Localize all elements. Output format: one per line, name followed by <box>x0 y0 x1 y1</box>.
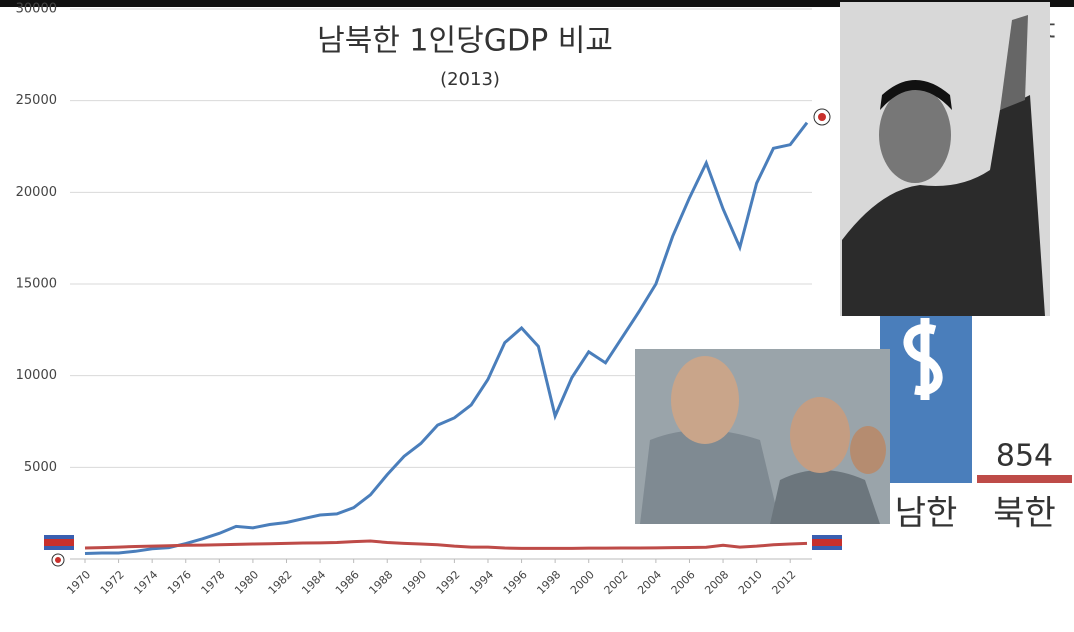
category-label: 남한 <box>895 494 958 534</box>
x-tick-label: 1984 <box>299 568 328 597</box>
x-tick-label: 1978 <box>199 568 228 597</box>
x-tick-label: 1992 <box>434 568 463 597</box>
y-tick-label: 20000 <box>16 185 57 200</box>
x-tick-label: 1996 <box>501 568 530 597</box>
x-tick-label: 1974 <box>131 568 160 597</box>
photo-face <box>671 356 739 444</box>
x-tick-label: 2000 <box>568 568 597 597</box>
y-tick-label: 15000 <box>16 277 57 292</box>
x-tick-label: 1994 <box>467 568 496 597</box>
x-tick-label: 1982 <box>266 568 295 597</box>
x-tick-label: 1986 <box>333 568 362 597</box>
series-line <box>84 539 808 550</box>
bar-chart: 23838남한854북한 <box>878 223 1072 534</box>
x-tick-label: 2012 <box>769 568 798 597</box>
chart-title: 남북한 1인당GDP 비교 <box>317 24 613 59</box>
photo-hair <box>880 80 952 110</box>
x-tick-label: 1980 <box>232 568 261 597</box>
x-tick-label: 1988 <box>366 568 395 597</box>
photo-kim <box>635 349 890 524</box>
photo-figure <box>640 430 780 524</box>
x-tick-label: 1990 <box>400 568 429 597</box>
flag-sk-center <box>55 557 61 563</box>
bar-value-label: 854 <box>996 439 1053 474</box>
x-tick-label: 2002 <box>602 568 631 597</box>
x-tick-label: 1976 <box>165 568 194 597</box>
flag-sk-center <box>818 113 826 121</box>
x-tick-label: 2010 <box>736 568 765 597</box>
flag-nk-band <box>812 539 842 546</box>
photo-figure <box>842 95 1045 316</box>
x-tick-label: 2004 <box>635 568 664 597</box>
x-tick-label: 1970 <box>64 568 93 597</box>
photo-park <box>840 2 1050 316</box>
flag-nk-band <box>44 539 74 546</box>
x-tick-label: 2006 <box>669 568 698 597</box>
photo-face <box>790 397 850 473</box>
photo-face <box>850 426 886 474</box>
x-tick-label: 2008 <box>702 568 731 597</box>
photo-face <box>879 87 951 183</box>
y-tick-label: 5000 <box>24 460 57 475</box>
annotation: t <box>1045 15 1055 45</box>
y-tick-label: 25000 <box>16 93 57 108</box>
photo-figure <box>770 470 880 524</box>
dollar-icon <box>903 318 943 400</box>
top-bar <box>0 0 1074 7</box>
category-label: 북한 <box>993 494 1056 534</box>
y-tick-label: 10000 <box>16 368 57 383</box>
bar <box>977 475 1072 483</box>
series-line <box>84 121 809 555</box>
y-tick-label: 30000 <box>16 2 57 17</box>
x-tick-label: 1998 <box>534 568 563 597</box>
photo-arm <box>1000 15 1028 110</box>
x-tick-label: 1972 <box>98 568 127 597</box>
flags <box>44 108 842 567</box>
chart-subtitle: (2013) <box>440 69 500 90</box>
